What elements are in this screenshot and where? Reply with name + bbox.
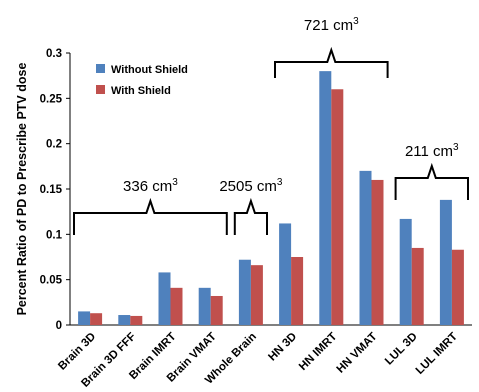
group-volume-superscript: 3: [453, 142, 459, 153]
x-tick-label: Brain 3D: [56, 331, 98, 373]
y-tick-label: 0: [56, 320, 62, 332]
group-bracket: [394, 162, 469, 200]
bar-without-shield: [359, 170, 372, 325]
bar-without-shield: [198, 287, 211, 325]
group-bracket: [274, 46, 389, 78]
y-tick-label: 0.1: [46, 229, 63, 241]
legend-swatch: [96, 85, 105, 94]
y-tick-label: 0.3: [46, 48, 62, 60]
legend: Without Shield With Shield: [96, 64, 188, 97]
group-volume-label: 2505 cm3: [219, 177, 283, 195]
bar-without-shield: [238, 259, 251, 325]
group-volume-superscript: 3: [353, 16, 359, 27]
y-tick-label: 0.25: [40, 93, 63, 105]
bar-without-shield: [399, 218, 412, 325]
group-volume-label: 211 cm3: [405, 142, 459, 160]
bars: [78, 71, 464, 326]
bar-with-shield: [170, 287, 183, 325]
bar-with-shield: [90, 313, 103, 325]
bar-without-shield: [439, 199, 452, 325]
bar-with-shield: [250, 265, 263, 325]
y-tick-label: 0.2: [46, 139, 62, 151]
group-volume-superscript: 3: [172, 177, 178, 188]
group-bracket: [73, 197, 228, 235]
bar-with-shield: [331, 89, 344, 326]
bar-with-shield: [210, 295, 223, 325]
legend-swatch: [96, 64, 105, 73]
x-tick-label: HN VMAT: [335, 331, 380, 376]
group-volume-text: 336 cm: [123, 178, 172, 195]
bar-without-shield: [118, 315, 131, 325]
bar-without-shield: [319, 71, 332, 325]
bar-without-shield: [78, 311, 91, 325]
group-volume-label: 336 cm3: [123, 177, 178, 195]
group-volume-text: 2505 cm: [219, 178, 277, 195]
bar-without-shield: [279, 223, 292, 325]
y-axis-label: Percent Ratio of PD to Prescribe PTV dos…: [15, 63, 29, 316]
x-tick-label: LUL IMRT: [414, 331, 460, 377]
group-volume-text: 721 cm: [304, 17, 353, 34]
x-tick-label: LUL 3D: [383, 331, 420, 368]
legend-label: Without Shield: [111, 64, 188, 76]
group-bracket: [233, 197, 268, 235]
y-tick-label: 0.05: [40, 275, 63, 287]
y-tick-label: 0.15: [40, 184, 63, 196]
bar-with-shield: [451, 249, 464, 325]
group-volume-label: 721 cm3: [304, 16, 359, 34]
x-tick-label: HN IMRT: [297, 331, 339, 373]
bar-with-shield: [371, 179, 384, 325]
group-volume-text: 211 cm: [405, 143, 453, 160]
bar-with-shield: [291, 257, 304, 325]
bar-with-shield: [411, 247, 424, 325]
legend-label: With Shield: [111, 85, 171, 97]
y-ticks: 0 0.05 0.1 0.15 0.2 0.25 0.3: [40, 48, 70, 332]
group-volume-superscript: 3: [277, 177, 283, 188]
bar-with-shield: [130, 315, 143, 325]
x-tick-label: HN 3D: [266, 331, 299, 364]
bar-without-shield: [158, 272, 171, 325]
